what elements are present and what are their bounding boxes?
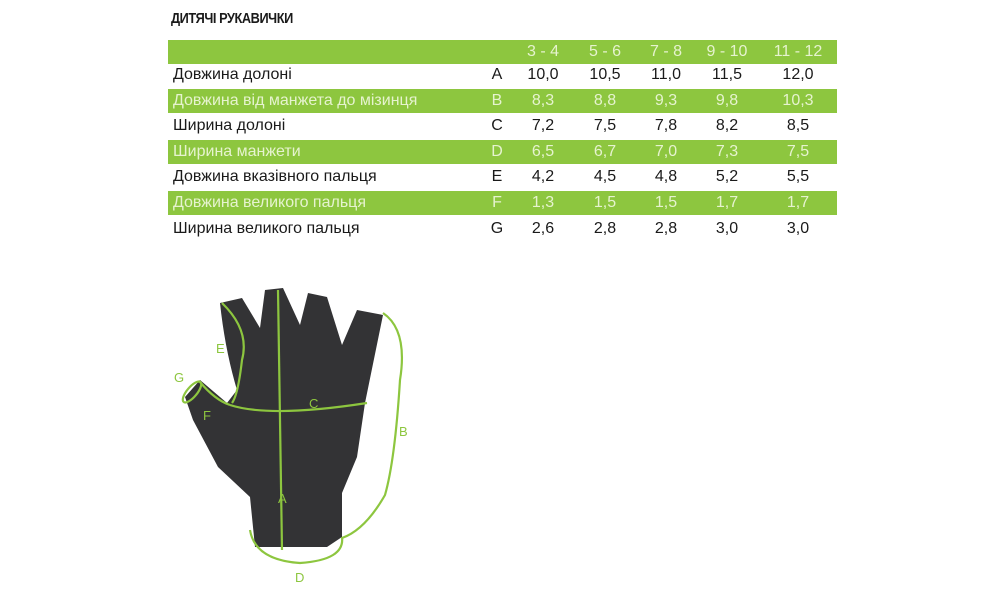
cell-value: 12,0 bbox=[782, 66, 814, 83]
cell-value: 7,8 bbox=[654, 117, 678, 134]
size-header: 3 - 4 bbox=[526, 43, 559, 60]
cell-value: 3,0 bbox=[786, 220, 810, 237]
table-header-row: 3 - 4 5 - 6 7 - 8 9 - 10 11 - 12 bbox=[168, 40, 837, 64]
row-label: Довжина долоні bbox=[173, 66, 292, 83]
label-e: E bbox=[216, 341, 225, 356]
row-letter: A bbox=[491, 66, 503, 83]
measure-line-b bbox=[341, 312, 404, 540]
cell-value: 3,0 bbox=[715, 220, 739, 237]
cell-value: 2,8 bbox=[593, 220, 617, 237]
row-letter: C bbox=[491, 117, 503, 134]
cell-value: 1,5 bbox=[593, 194, 617, 211]
glove-silhouette bbox=[185, 288, 383, 547]
cell-value: 1,5 bbox=[654, 194, 678, 211]
cell-value: 4,8 bbox=[654, 168, 678, 185]
cell-value: 10,3 bbox=[782, 92, 814, 109]
cell-value: 9,3 bbox=[654, 92, 678, 109]
row-label: Ширина великого пальця bbox=[173, 220, 360, 237]
row-letter: D bbox=[491, 143, 503, 160]
cell-value: 11,0 bbox=[651, 66, 681, 83]
table-row: Ширина долоні C 7,2 7,5 7,8 8,2 8,5 bbox=[168, 114, 837, 138]
row-letter: E bbox=[491, 168, 503, 185]
table-row: Ширина манжети D 6,5 6,7 7,0 7,3 7,5 bbox=[168, 140, 837, 164]
cell-value: 8,5 bbox=[786, 117, 810, 134]
cell-value: 5,5 bbox=[786, 168, 810, 185]
label-b: B bbox=[399, 424, 408, 439]
size-header: 11 - 12 bbox=[773, 43, 823, 60]
size-header: 7 - 8 bbox=[649, 43, 682, 60]
measure-line-f bbox=[199, 381, 231, 407]
cell-value: 1,7 bbox=[715, 194, 739, 211]
cell-value: 7,5 bbox=[593, 117, 617, 134]
table-row: Довжина долоні A 10,0 10,5 11,0 11,5 12,0 bbox=[168, 63, 837, 87]
table-row: Довжина великого пальця F 1,3 1,5 1,5 1,7 1,7 bbox=[168, 191, 837, 215]
row-label: Ширина долоні bbox=[173, 117, 286, 134]
cell-value: 9,8 bbox=[715, 92, 739, 109]
cell-value: 10,5 bbox=[589, 66, 621, 83]
label-f: F bbox=[203, 408, 211, 423]
cell-value: 4,5 bbox=[593, 168, 617, 185]
cell-value: 10,0 bbox=[527, 66, 559, 83]
cell-value: 8,3 bbox=[531, 92, 555, 109]
measure-line-d bbox=[248, 529, 344, 565]
cell-value: 5,2 bbox=[715, 168, 739, 185]
cell-value: 8,2 bbox=[715, 117, 739, 134]
row-label: Ширина манжети bbox=[173, 143, 301, 160]
row-label: Довжина великого пальця bbox=[173, 194, 366, 211]
table-row: Довжина вказівного пальця E 4,2 4,5 4,8 5,2 5,… bbox=[168, 165, 837, 189]
row-letter: B bbox=[491, 92, 503, 109]
cell-value: 4,2 bbox=[531, 168, 555, 185]
measure-line-e bbox=[221, 302, 245, 404]
label-a: A bbox=[278, 491, 287, 506]
row-letter: F bbox=[492, 194, 502, 211]
cell-value: 6,5 bbox=[531, 143, 555, 160]
label-g: G bbox=[174, 370, 184, 385]
row-letter: G bbox=[490, 220, 504, 237]
cell-value: 7,5 bbox=[786, 143, 810, 160]
cell-value: 2,6 bbox=[531, 220, 555, 237]
cell-value: 8,8 bbox=[593, 92, 617, 109]
size-header: 9 - 10 bbox=[706, 43, 748, 60]
measure-line-c bbox=[229, 401, 368, 413]
cell-value: 1,3 bbox=[531, 194, 555, 211]
label-c: C bbox=[309, 396, 318, 411]
cell-value: 6,7 bbox=[593, 143, 617, 160]
page-title: ДИТЯЧІ РУКАВИЧКИ bbox=[171, 10, 293, 27]
measure-line-a bbox=[276, 289, 284, 551]
table-row: Довжина від манжета до мізинця B 8,3 8,8 9,3… bbox=[168, 89, 837, 113]
row-label: Довжина вказівного пальця bbox=[173, 168, 377, 185]
cell-value: 7,3 bbox=[715, 143, 739, 160]
table-row: Ширина великого пальця G 2,6 2,8 2,8 3,0 3,0 bbox=[168, 217, 837, 241]
cell-value: 7,0 bbox=[654, 143, 678, 160]
cell-value: 1,7 bbox=[786, 194, 810, 211]
row-label: Довжина від манжета до мізинця bbox=[173, 92, 418, 109]
cell-value: 11,5 bbox=[712, 66, 742, 83]
size-header: 5 - 6 bbox=[588, 43, 621, 60]
cell-value: 7,2 bbox=[531, 117, 555, 134]
cell-value: 2,8 bbox=[654, 220, 678, 237]
label-d: D bbox=[295, 570, 304, 585]
